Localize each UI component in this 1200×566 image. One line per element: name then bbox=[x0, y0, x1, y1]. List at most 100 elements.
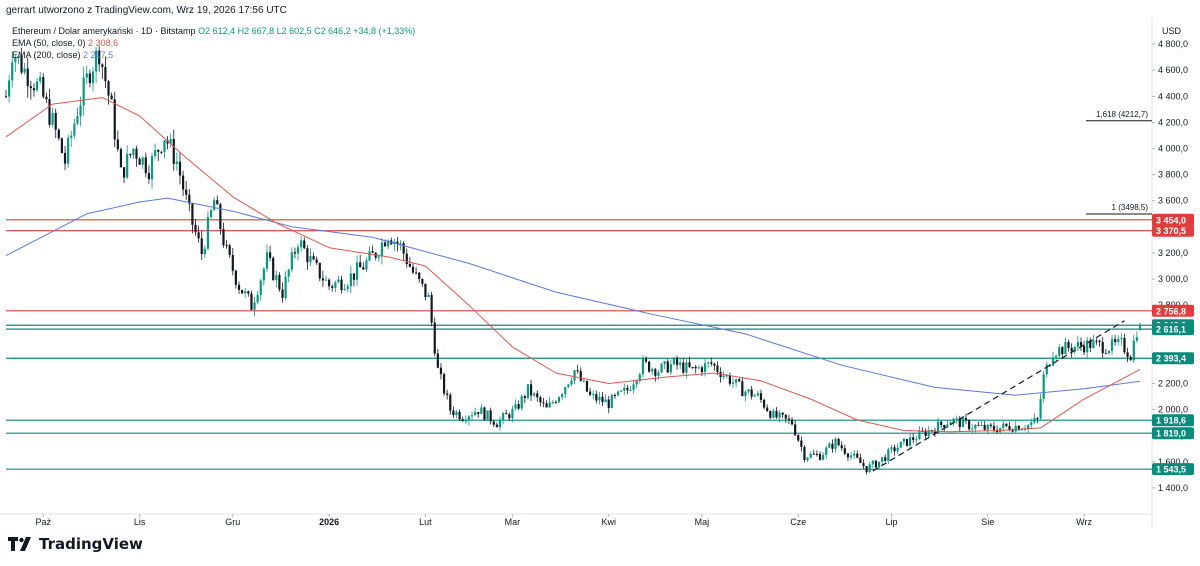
snapshot-header: gerrart utworzono z TradingView.com, Wrz… bbox=[6, 5, 287, 16]
candle-body bbox=[191, 203, 194, 225]
candle-body bbox=[899, 441, 902, 448]
candle-body bbox=[362, 267, 365, 270]
candle-body bbox=[912, 437, 915, 440]
candle-body bbox=[1117, 338, 1120, 342]
candle-body bbox=[1089, 340, 1092, 349]
candle-body bbox=[554, 402, 558, 404]
candle-body bbox=[999, 427, 1002, 433]
candle-body bbox=[837, 438, 840, 446]
candle-body bbox=[281, 289, 284, 298]
candle-body bbox=[51, 112, 54, 125]
candle-body bbox=[588, 391, 592, 395]
candle-body bbox=[160, 151, 163, 153]
candle-body bbox=[1126, 352, 1129, 357]
candle-body bbox=[672, 358, 676, 365]
candle-body bbox=[331, 286, 334, 288]
candle-body bbox=[918, 430, 921, 440]
candle-body bbox=[231, 255, 234, 271]
candle-body bbox=[902, 439, 905, 442]
candle-body bbox=[592, 394, 595, 396]
candle-body bbox=[1023, 428, 1027, 430]
level-price-tag bbox=[1152, 463, 1194, 476]
candle-body bbox=[576, 370, 579, 372]
legend-ema50-value: 2 308,6 bbox=[88, 38, 119, 48]
candle-body bbox=[657, 372, 660, 376]
x-tick-label: Maj bbox=[695, 517, 710, 527]
candle-body bbox=[206, 217, 210, 249]
tradingview-logo: TradingView bbox=[8, 535, 143, 553]
x-tick-label: Wrz bbox=[1076, 517, 1092, 527]
candle-body bbox=[265, 252, 269, 269]
candle-body bbox=[418, 272, 421, 279]
candle-body bbox=[474, 412, 477, 416]
candle-body bbox=[312, 256, 315, 260]
candle-body bbox=[470, 415, 474, 417]
candle-body bbox=[501, 413, 505, 420]
candle-body bbox=[753, 395, 756, 397]
candle-body bbox=[526, 384, 530, 399]
candle-body bbox=[564, 387, 567, 395]
level-price-tag bbox=[1152, 427, 1194, 440]
level-price-tag-label: 2 393,4 bbox=[1156, 354, 1186, 364]
candle-body bbox=[495, 424, 498, 428]
candle-body bbox=[383, 242, 387, 247]
candle-body bbox=[129, 154, 132, 156]
candle-body bbox=[284, 276, 287, 298]
candle-body bbox=[408, 263, 411, 267]
candle-body bbox=[616, 391, 620, 396]
candle-body bbox=[197, 232, 200, 239]
candle-body bbox=[79, 105, 82, 117]
candle-body bbox=[731, 382, 735, 384]
candle-body bbox=[545, 403, 548, 408]
candle-body bbox=[1138, 325, 1142, 330]
candle-body bbox=[974, 425, 977, 429]
candle-body bbox=[809, 453, 812, 458]
x-tick-label: Kwi bbox=[601, 517, 616, 527]
candle-body bbox=[595, 394, 598, 401]
x-tick-label: Lip bbox=[885, 517, 897, 527]
candle-body bbox=[1076, 342, 1079, 347]
candle-body bbox=[849, 455, 853, 458]
candle-body bbox=[1055, 355, 1058, 358]
candle-body bbox=[107, 81, 110, 96]
candle-body bbox=[1048, 364, 1052, 366]
candle-body bbox=[343, 288, 346, 290]
candle-body bbox=[738, 379, 741, 382]
candle-body bbox=[427, 294, 430, 298]
candle-body bbox=[290, 252, 293, 270]
candle-body bbox=[377, 256, 380, 258]
candle-body bbox=[949, 422, 952, 425]
candle-body bbox=[365, 260, 368, 270]
candle-body bbox=[411, 266, 415, 273]
candle-body bbox=[82, 77, 85, 106]
fib-level-label: 1 (3498,5) bbox=[1112, 203, 1149, 212]
level-price-tag-label: 3 370,5 bbox=[1156, 226, 1186, 236]
candle-body bbox=[188, 194, 191, 204]
candle-body bbox=[222, 229, 225, 246]
candle-body bbox=[228, 245, 231, 256]
candle-body bbox=[989, 424, 992, 426]
candle-body bbox=[607, 399, 610, 408]
candle-body bbox=[126, 154, 129, 178]
candle-body bbox=[296, 247, 300, 254]
candle-body bbox=[620, 390, 623, 392]
candle-body bbox=[492, 421, 495, 425]
candle-body bbox=[663, 361, 666, 365]
candle-body bbox=[936, 421, 940, 433]
candle-body bbox=[579, 371, 582, 381]
candle-body bbox=[964, 418, 968, 421]
candle-body bbox=[17, 56, 20, 58]
candle-body bbox=[1095, 340, 1098, 342]
candle-body bbox=[868, 464, 871, 473]
candle-body bbox=[598, 396, 601, 401]
candle-body bbox=[1086, 340, 1089, 353]
candle-body bbox=[387, 240, 390, 247]
candle-body bbox=[23, 68, 26, 73]
candle-body bbox=[514, 404, 517, 409]
candle-body bbox=[859, 457, 862, 464]
candle-body bbox=[1020, 429, 1024, 431]
candle-body bbox=[1011, 430, 1014, 432]
candle-body bbox=[707, 362, 710, 364]
